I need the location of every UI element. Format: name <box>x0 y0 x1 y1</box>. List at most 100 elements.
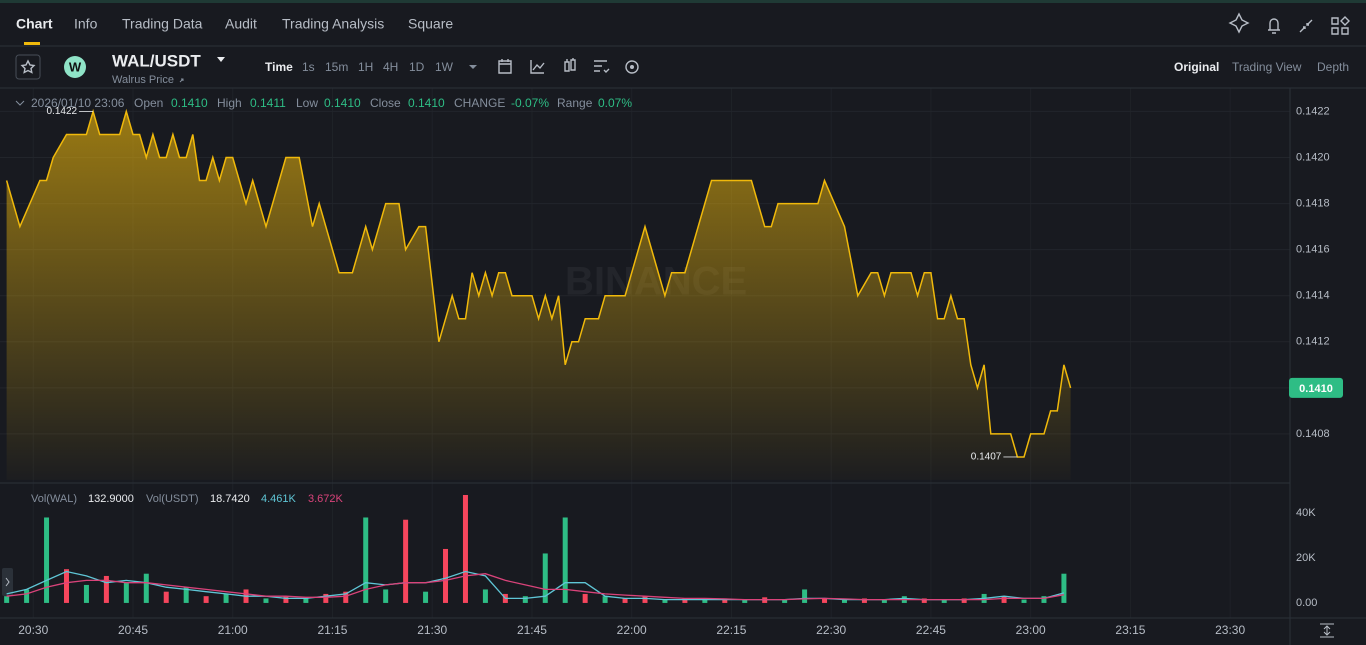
candle-icon[interactable] <box>564 58 576 72</box>
x-tick-label: 23:00 <box>1016 623 1046 637</box>
volume-bar <box>841 599 847 603</box>
legend-value: 0.1410 <box>171 96 208 110</box>
nav-tab[interactable]: Square <box>408 16 453 32</box>
volume-bar <box>881 599 887 603</box>
legend-value: 0.07% <box>598 96 632 110</box>
y-tick-label: 0.1414 <box>1296 290 1330 302</box>
side-tab[interactable] <box>2 568 13 596</box>
interval[interactable]: 1s <box>302 60 315 74</box>
volume-bar <box>822 598 828 603</box>
volume-bar <box>323 593 329 603</box>
volume-bar <box>283 596 289 603</box>
y-tick-label: 40K <box>1296 507 1316 519</box>
volume-bar <box>642 596 648 603</box>
volume-bar <box>203 596 209 603</box>
volume-bar <box>682 598 688 603</box>
target-icon[interactable] <box>625 60 639 74</box>
view-tab[interactable]: Depth <box>1317 60 1349 74</box>
volume-bar <box>602 596 608 603</box>
volume-bar <box>1041 596 1047 603</box>
view-tab[interactable]: Original <box>1174 60 1219 74</box>
nav-tab[interactable]: Info <box>74 16 98 32</box>
volume-bar <box>303 598 309 603</box>
star-icon <box>20 59 36 74</box>
volume-bar <box>861 598 867 603</box>
volume-bar <box>403 519 409 603</box>
y-tick-label: 0.1412 <box>1296 336 1330 348</box>
legend-value: 0.1411 <box>250 96 286 110</box>
volume-bar <box>383 589 389 603</box>
nav-tab[interactable]: Audit <box>225 16 257 32</box>
view-tab[interactable]: Trading View <box>1232 60 1302 74</box>
indicator-icon[interactable] <box>530 60 545 74</box>
volume-bar <box>702 599 708 603</box>
volume-bar <box>941 599 947 603</box>
x-tick-label: 21:15 <box>317 623 347 637</box>
y-tick-label: 20K <box>1296 552 1316 564</box>
settings-icon[interactable] <box>594 60 610 73</box>
volume-bar <box>782 599 788 603</box>
last-price-tag <box>1289 377 1343 398</box>
interval[interactable]: Time <box>265 60 293 74</box>
layout-icon[interactable] <box>1331 16 1350 35</box>
calendar-icon[interactable] <box>498 59 512 74</box>
collapse-icon[interactable] <box>1299 19 1313 33</box>
volume-bar <box>443 548 449 603</box>
volume-bar <box>103 575 109 603</box>
x-tick-label: 20:45 <box>118 623 148 637</box>
interval[interactable]: 1W <box>435 60 454 74</box>
y-tick-label: 0.1408 <box>1296 428 1330 440</box>
volume-bar <box>1061 573 1067 603</box>
interval[interactable]: 1D <box>409 60 425 74</box>
legend-date: 2026/01/10 23:06 <box>31 96 125 110</box>
volume-bar <box>1001 596 1007 603</box>
interval[interactable]: 1H <box>358 60 373 74</box>
vol-legend-value: 132.9000 <box>88 493 134 505</box>
volume-bar <box>662 599 668 603</box>
volume-bar <box>44 517 50 603</box>
volume-bar <box>423 591 429 603</box>
volume-bar <box>921 598 927 603</box>
y-tick-label: 0.1420 <box>1296 151 1330 163</box>
price-area <box>6 111 1071 481</box>
nav-tab[interactable]: Trading Data <box>122 16 203 32</box>
volume-bar <box>722 598 728 603</box>
interval-caret[interactable] <box>469 65 477 69</box>
ma-line <box>6 573 1065 601</box>
volume-bar <box>1021 599 1027 603</box>
price-line <box>5 108 1072 458</box>
interval[interactable]: 15m <box>325 60 348 74</box>
ai-icon[interactable] <box>1228 12 1250 34</box>
pair-caret[interactable] <box>217 57 225 62</box>
tool-icons <box>498 58 639 74</box>
volume-bar <box>24 589 30 603</box>
x-tick-label: 22:00 <box>617 623 647 637</box>
volume-bar <box>263 598 269 603</box>
volume-bar <box>4 596 10 603</box>
legend-value: -0.07% <box>511 96 549 110</box>
nav-tab[interactable]: Trading Analysis <box>282 16 384 32</box>
coin-logo <box>64 56 86 78</box>
side-arrow <box>5 577 10 587</box>
nav-tab[interactable]: Chart <box>16 16 53 32</box>
ma-legend-value: 3.672K <box>308 493 344 505</box>
volume-bar <box>363 517 369 603</box>
bell-icon[interactable] <box>1268 18 1280 34</box>
y-tick-label: 0.1416 <box>1296 244 1330 256</box>
interval[interactable]: 4H <box>383 60 398 74</box>
legend-label: Low <box>296 96 318 110</box>
favorite-box[interactable] <box>15 54 41 80</box>
x-tick-label: 22:15 <box>716 623 746 637</box>
pair-subtitle[interactable]: Walrus Price <box>112 74 174 86</box>
legend-chevron[interactable] <box>15 100 25 106</box>
volume-bar <box>562 517 568 603</box>
legend-label: Close <box>370 96 401 110</box>
axis-toggle[interactable] <box>1320 623 1334 638</box>
x-tick-label: 21:00 <box>218 623 248 637</box>
pair-name[interactable]: WAL/USDT <box>112 51 201 70</box>
volume-bar <box>63 569 69 603</box>
legend-value: 0.1410 <box>408 96 445 110</box>
volume-bar <box>582 593 588 603</box>
